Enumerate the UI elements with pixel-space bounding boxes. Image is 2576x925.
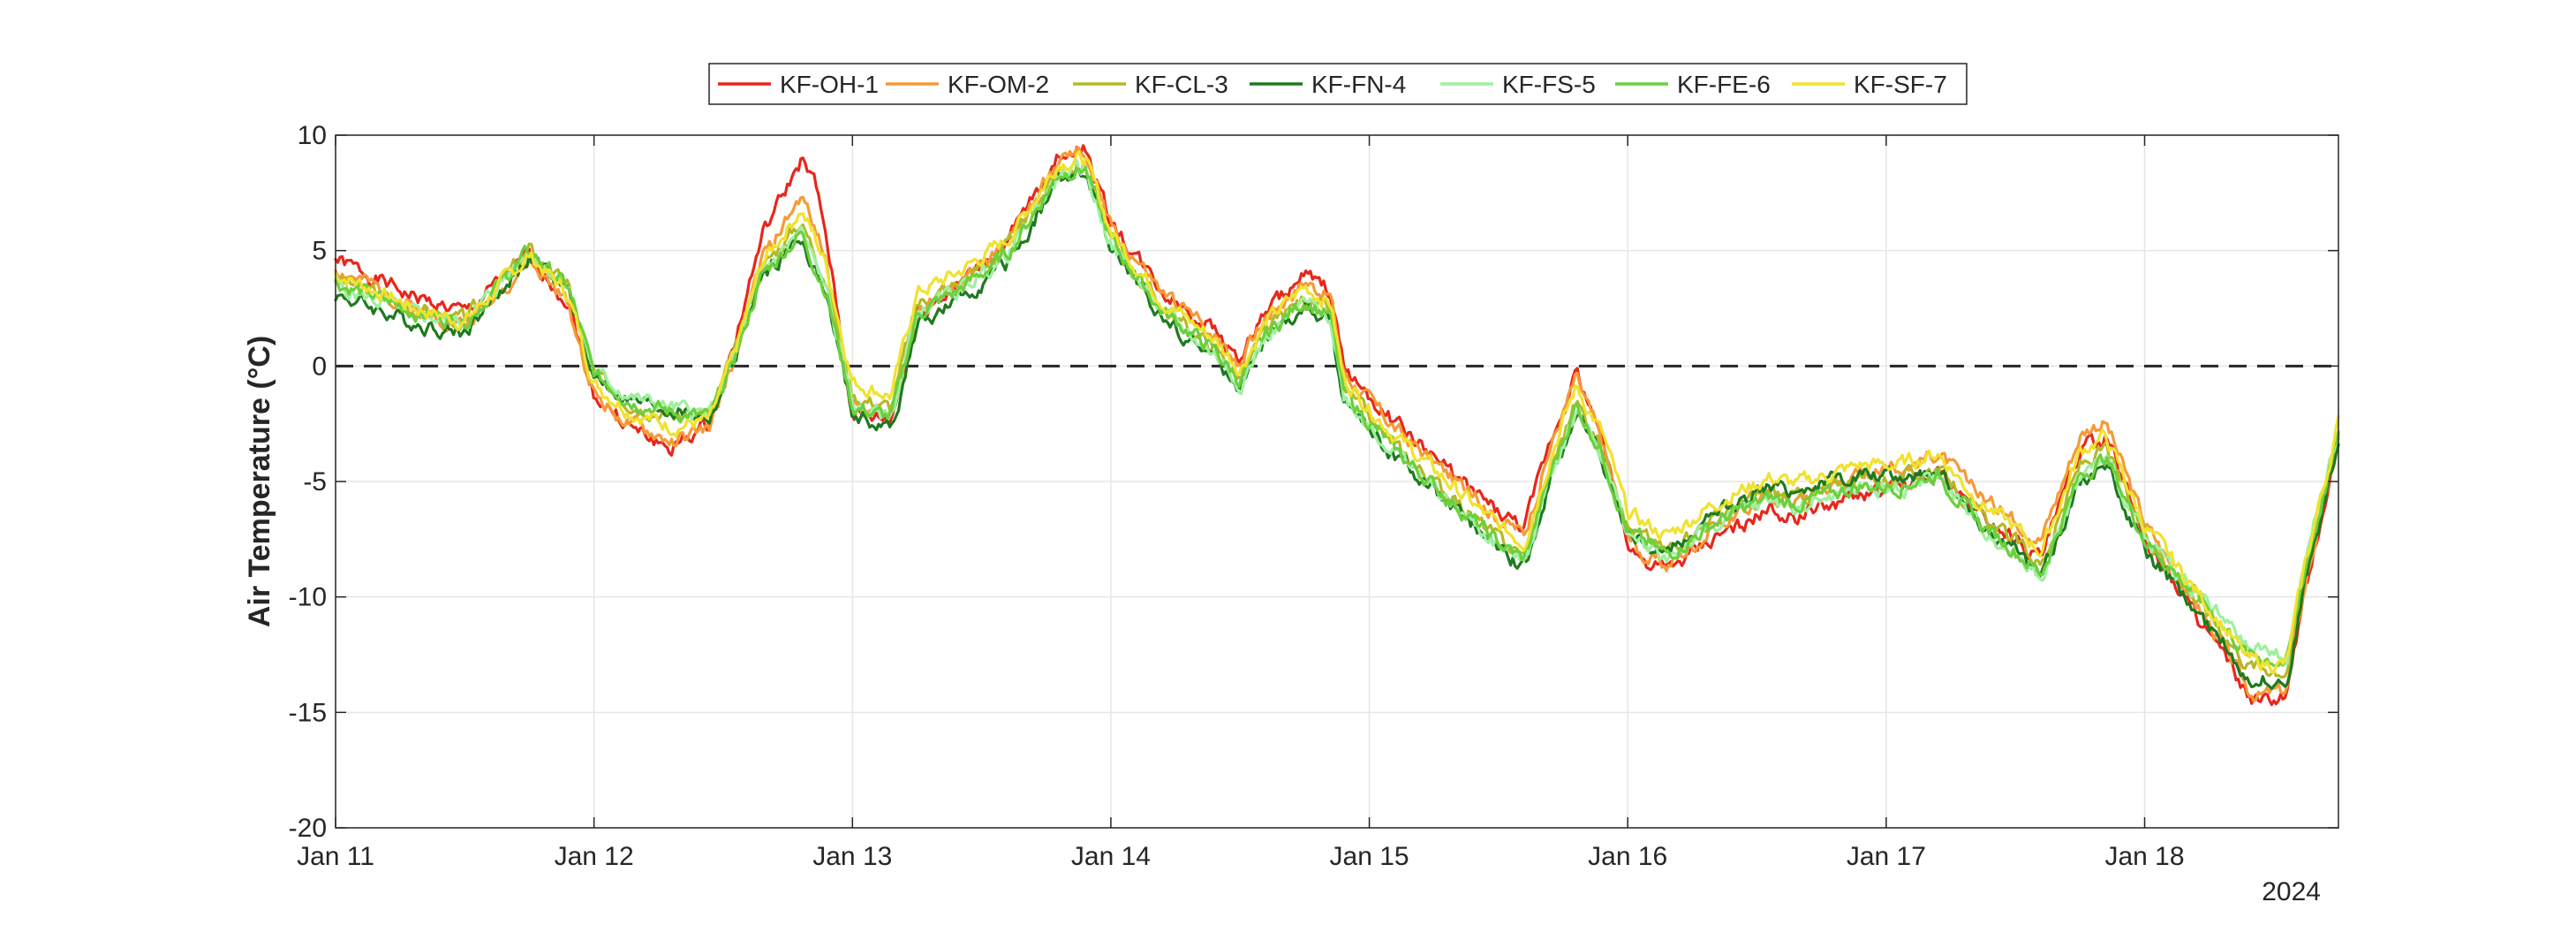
- series-lines: [334, 144, 2340, 707]
- y-tick-label: 5: [312, 237, 327, 266]
- legend-item-kf-fe-6[interactable]: KF-FE-6: [1615, 71, 1771, 98]
- legend-item-kf-oh-1[interactable]: KF-OH-1: [718, 71, 879, 98]
- axes-box: [335, 134, 2339, 829]
- legend-item-kf-om-2[interactable]: KF-OM-2: [886, 71, 1049, 98]
- y-axis-title: Air Temperature (°C): [243, 336, 276, 627]
- legend-label: KF-FE-6: [1677, 71, 1771, 98]
- x-tick-label: Jan 12: [555, 842, 634, 871]
- legend-label: KF-OH-1: [780, 71, 879, 98]
- x-tick-label: Jan 17: [1847, 842, 1926, 871]
- y-tick-label: -5: [303, 467, 327, 497]
- x-tick-label: Jan 11: [297, 842, 374, 871]
- legend-label: KF-FS-5: [1502, 71, 1596, 98]
- y-tick-label: -15: [289, 698, 327, 727]
- legend-item-kf-fn-4[interactable]: KF-FN-4: [1250, 71, 1406, 98]
- series-line-kf-oh-1: [334, 144, 2340, 707]
- legend-item-kf-fs-5[interactable]: KF-FS-5: [1440, 71, 1596, 98]
- x-tick-label: Jan 13: [812, 842, 892, 871]
- y-tick-label: 10: [298, 121, 327, 150]
- x-axis-year-label: 2024: [2262, 877, 2321, 906]
- x-tick-label: Jan 15: [1330, 842, 1409, 871]
- y-tick-label: -10: [289, 583, 327, 612]
- legend-item-kf-sf-7[interactable]: KF-SF-7: [1792, 71, 1947, 98]
- x-tick-label: Jan 18: [2104, 842, 2184, 871]
- x-tick-label: Jan 16: [1588, 842, 1667, 871]
- y-tick-label: -20: [289, 814, 327, 843]
- series-line-kf-fe-6: [334, 166, 2340, 668]
- legend-label: KF-OM-2: [948, 71, 1049, 98]
- legend-label: KF-FN-4: [1311, 71, 1406, 98]
- legend-box: [708, 63, 1968, 105]
- series-line-kf-sf-7: [334, 149, 2340, 675]
- legend[interactable]: KF-OH-1 KF-OM-2 KF-CL-3 KF-FN-4 KF-FS-5 KF-FE…: [708, 63, 1968, 105]
- x-tick-label: Jan 14: [1071, 842, 1151, 871]
- grid: [335, 134, 2338, 829]
- y-tick-label: 0: [312, 352, 327, 381]
- legend-item-kf-cl-3[interactable]: KF-CL-3: [1073, 71, 1228, 98]
- legend-label: KF-CL-3: [1135, 71, 1228, 98]
- legend-label: KF-SF-7: [1854, 71, 1947, 98]
